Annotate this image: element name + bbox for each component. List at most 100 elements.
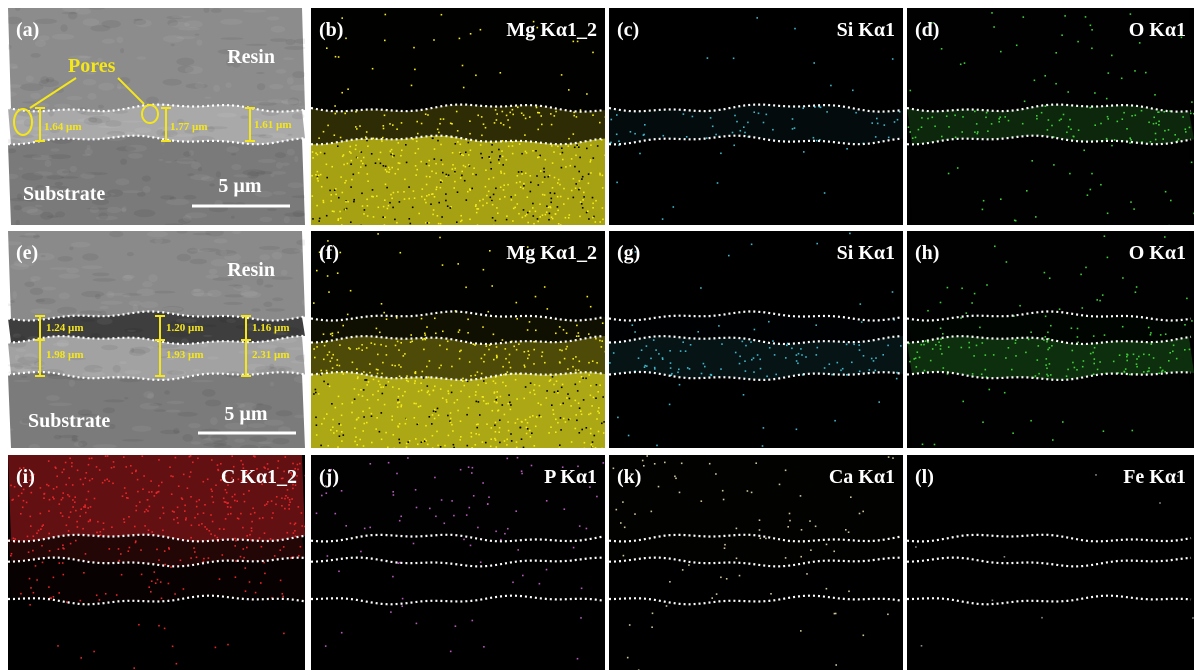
map-dot <box>618 140 620 142</box>
map-dot <box>1113 361 1115 363</box>
map-dot <box>484 354 486 356</box>
map-dot <box>401 404 403 406</box>
map-dot <box>480 561 482 563</box>
map-dot <box>386 187 388 189</box>
map-dot <box>753 357 755 359</box>
map-dot <box>329 190 331 192</box>
map-dot <box>775 374 777 376</box>
map-dot <box>232 496 234 498</box>
map-dot <box>494 122 496 124</box>
map-dot <box>495 431 497 433</box>
sem-texture <box>190 259 207 265</box>
map-dot <box>201 523 203 525</box>
map-dot <box>521 473 523 475</box>
map-dot <box>599 340 601 342</box>
map-dot <box>77 526 79 528</box>
map-dot <box>586 93 588 95</box>
sem-texture <box>166 199 189 205</box>
map-dot <box>1074 367 1076 369</box>
map-dot <box>510 196 512 198</box>
map-dot <box>506 219 508 221</box>
map-dot <box>459 358 461 360</box>
map-dot <box>85 477 87 479</box>
map-dot <box>394 219 396 221</box>
map-dot <box>454 168 456 170</box>
map-dot <box>532 150 534 152</box>
map-dot <box>1153 117 1155 119</box>
map-dot <box>575 155 577 157</box>
map-dot <box>1126 128 1128 130</box>
map-dot <box>1129 137 1131 139</box>
map-dot <box>466 199 468 201</box>
map-dot <box>140 549 142 551</box>
map-dot <box>429 394 431 396</box>
map-dot <box>421 441 423 443</box>
map-dot <box>428 160 430 162</box>
map-dot <box>1154 94 1156 96</box>
map-dot <box>1097 369 1099 371</box>
map-dot <box>552 162 554 164</box>
sem-texture <box>122 190 142 193</box>
map-dot <box>723 499 725 501</box>
map-dot <box>599 221 601 223</box>
map-dot <box>516 182 518 184</box>
map-dot <box>1165 333 1167 335</box>
map-dot <box>1130 139 1132 141</box>
sem-texture <box>256 72 265 74</box>
map-dot <box>680 350 682 352</box>
map-dot <box>407 457 409 459</box>
sem-texture <box>116 146 136 151</box>
map-dot <box>373 138 375 140</box>
map-dot <box>586 427 588 429</box>
map-dot <box>460 469 462 471</box>
map-dot <box>327 125 329 127</box>
map-dot <box>421 318 423 320</box>
map-dot <box>515 510 517 512</box>
map-dot <box>1106 138 1108 140</box>
map-dot <box>521 112 523 114</box>
map-dot <box>1145 72 1147 74</box>
map-dot <box>1151 343 1153 345</box>
map-dot <box>82 484 84 486</box>
map-dot <box>74 496 76 498</box>
map-dot <box>718 325 720 327</box>
map-dot <box>739 356 741 358</box>
map-dot <box>875 136 877 138</box>
map-dot <box>801 354 803 356</box>
map-dot <box>48 586 50 588</box>
map-dot <box>318 393 320 395</box>
map-dot <box>432 193 434 195</box>
map-dot <box>124 487 126 489</box>
map-dot <box>628 435 630 437</box>
map-dot <box>262 517 264 519</box>
map-dot <box>162 507 164 509</box>
map-dot <box>406 162 408 164</box>
sem-texture <box>14 205 22 210</box>
map-dot <box>485 403 487 405</box>
map-dot <box>235 540 237 542</box>
map-dot <box>154 495 156 497</box>
map-dot <box>581 203 583 205</box>
map-dot <box>1068 126 1070 128</box>
map-dot <box>432 138 434 140</box>
map-dot <box>177 507 179 509</box>
map-dot <box>1139 42 1141 44</box>
map-dot <box>1093 373 1095 375</box>
map-dot <box>1049 363 1051 365</box>
map-dot <box>588 218 590 220</box>
map-dot <box>28 551 30 553</box>
map-dot <box>380 163 382 165</box>
map-dot <box>892 291 894 293</box>
map-dot <box>1157 111 1159 113</box>
map-dot <box>585 378 587 380</box>
map-dot <box>529 430 531 432</box>
map-dot <box>1090 353 1092 355</box>
map-dot <box>853 344 855 346</box>
sem-texture <box>123 275 135 279</box>
map-dot <box>519 181 521 183</box>
map-dot <box>225 489 227 491</box>
map-dot <box>576 325 578 327</box>
sem-texture <box>182 434 193 442</box>
map-dot <box>796 429 798 431</box>
map-dot <box>921 117 923 119</box>
